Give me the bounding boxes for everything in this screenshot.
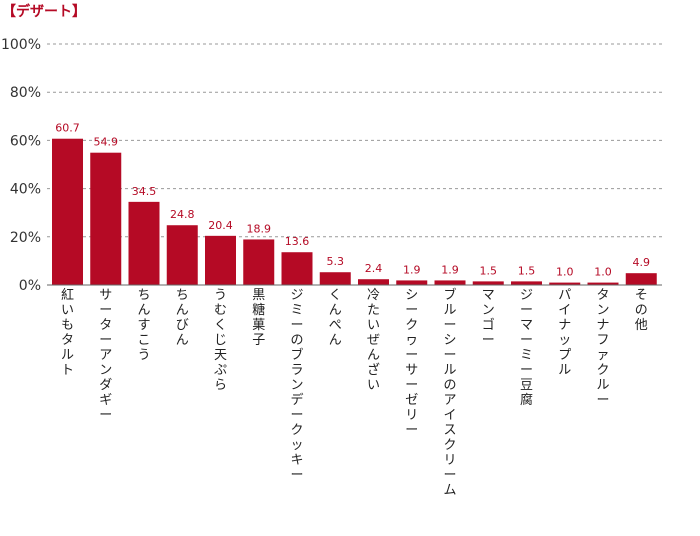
bar [319, 272, 351, 285]
category-label: 紅いもタルト [61, 288, 74, 378]
category-label: ちんすこう [137, 288, 150, 363]
bar [52, 138, 83, 285]
data-label: 5.3 [327, 255, 345, 268]
data-label: 18.9 [247, 222, 272, 235]
category-label: くんぺん [329, 288, 342, 348]
category-label: ジミーのブランデークッキー [290, 288, 303, 483]
data-label: 1.0 [556, 266, 574, 279]
category-labels: 紅いもタルト サーターアンダギー ちんすこう ちんびん うむくじ天ぷら 黒糖菓子 ジミーのブ… [61, 287, 648, 498]
category-label: ちんびん [176, 288, 189, 348]
data-labels: 60.7 54.9 34.5 24.8 20.4 18.9 13.6 5.3 2.4 1.9 1.9… [55, 122, 650, 279]
bar [587, 282, 619, 285]
bars [52, 138, 657, 285]
bar [166, 225, 198, 285]
category-label: シークヮーサーゼリー [405, 288, 418, 438]
data-label: 1.5 [518, 264, 536, 277]
category-label: ジーマーミー豆腐 [520, 288, 533, 408]
bar [472, 281, 504, 285]
data-label: 24.8 [170, 208, 195, 221]
bar [90, 152, 122, 285]
category-label: ブルーシールのアイスクリーム [443, 287, 456, 498]
category-label: その他 [635, 288, 648, 333]
y-tick-label: 20% [10, 230, 41, 246]
data-label: 13.6 [285, 235, 310, 248]
bar [396, 280, 428, 285]
bar [358, 279, 389, 285]
bar [549, 282, 581, 285]
y-tick-label: 40% [10, 182, 41, 198]
y-tick-label: 0% [19, 278, 41, 294]
data-label: 4.9 [633, 256, 651, 269]
bar [281, 252, 313, 285]
category-label: タンナファクルー [596, 288, 609, 408]
gridlines [47, 43, 662, 238]
bar [205, 235, 236, 285]
data-label: 2.4 [365, 262, 383, 275]
data-label: 1.9 [441, 263, 459, 276]
bar [243, 239, 275, 285]
chart-title: 【デザート】 [2, 3, 86, 20]
bar [128, 201, 160, 285]
y-tick-label: 60% [10, 133, 41, 149]
y-tick-label: 80% [10, 85, 41, 101]
category-label: 黒糖菓子 [252, 288, 265, 348]
category-label: パイナップル [558, 288, 571, 378]
category-label: マンゴー [482, 288, 495, 348]
data-label: 34.5 [132, 185, 157, 198]
y-tick-label: 100% [1, 37, 41, 53]
bar [434, 280, 466, 285]
data-label: 1.0 [594, 266, 612, 279]
category-label: 冷たいぜんざい [367, 288, 380, 393]
data-label: 1.9 [403, 263, 421, 276]
y-axis-tick-labels: 0% 20% 40% 60% 80% 100% [1, 37, 41, 294]
category-label: うむくじ天ぷら [214, 288, 227, 393]
data-label: 1.5 [480, 264, 498, 277]
data-label: 54.9 [94, 136, 119, 149]
bar [511, 281, 542, 285]
data-label: 60.7 [55, 122, 80, 135]
category-label: サーターアンダギー [99, 288, 112, 423]
data-label: 20.4 [208, 219, 233, 232]
bar [625, 273, 657, 285]
